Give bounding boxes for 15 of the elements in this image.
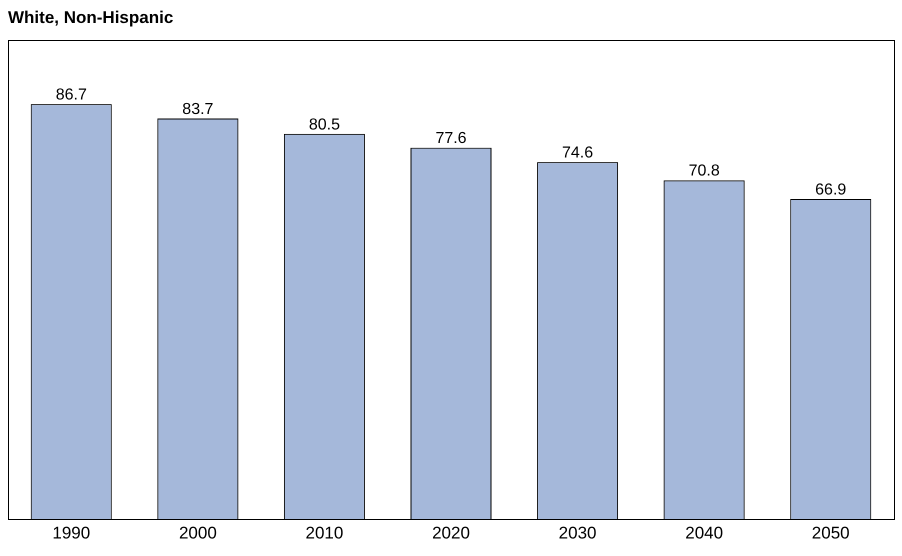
data-label: 86.7 — [56, 86, 87, 104]
x-tick-label: 2010 — [306, 523, 344, 542]
x-tick-label: 1990 — [52, 523, 90, 542]
x-tick-label: 2040 — [685, 523, 724, 542]
x-tick-label: 2050 — [812, 523, 850, 542]
data-label: 70.8 — [688, 162, 720, 180]
chart-title: White, Non-Hispanic — [8, 8, 174, 27]
x-tick-label: 2030 — [558, 523, 596, 542]
data-label: 80.5 — [308, 116, 340, 134]
x-tick-label: 2020 — [432, 523, 470, 542]
data-label: 83.7 — [182, 100, 214, 118]
data-label: 74.6 — [562, 144, 594, 162]
data-label: 77.6 — [435, 130, 467, 148]
x-tick-label: 2000 — [178, 523, 217, 542]
data-label: 66.9 — [815, 181, 846, 198]
